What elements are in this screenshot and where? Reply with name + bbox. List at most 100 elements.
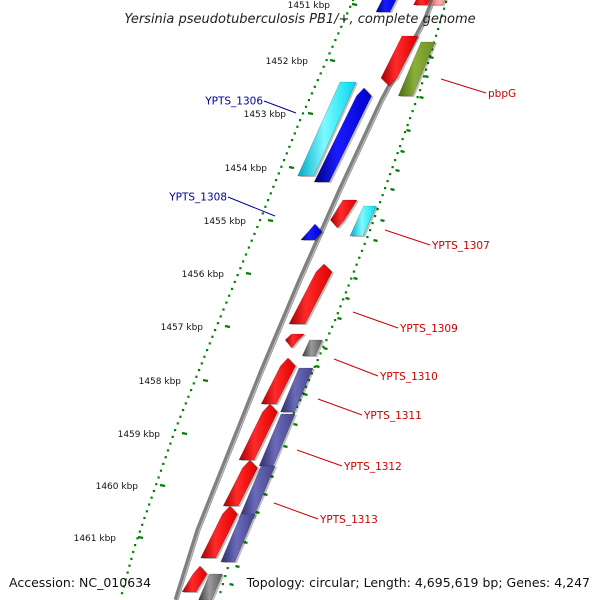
gene-feature-ypts-1307-red[interactable]	[330, 199, 358, 229]
connector-ypts-1313	[273, 502, 319, 520]
ruler-dot	[253, 232, 256, 235]
track-dot	[292, 412, 295, 415]
gene-feature-pbpg[interactable]	[397, 41, 436, 97]
ruler-dot	[280, 165, 283, 168]
gene-feature-top-blue[interactable]	[375, 0, 399, 13]
ruler-dot	[143, 516, 146, 520]
track-tick-mark	[424, 74, 429, 79]
track-tick-mark	[315, 364, 320, 369]
track-dot	[443, 7, 446, 10]
track-dot	[358, 256, 361, 259]
accession-text: Accession: NC_010634	[9, 575, 151, 590]
gene-feature-ypts-1307-cyan[interactable]	[349, 205, 377, 237]
track-dot	[221, 583, 224, 586]
ruler-dot	[225, 301, 228, 304]
ruler-dot	[187, 395, 190, 398]
track-dot	[224, 575, 227, 578]
ruler-dot	[230, 287, 234, 290]
ruler-dot	[352, 0, 355, 2]
ruler-dot	[145, 510, 148, 513]
ruler-dot	[136, 537, 139, 540]
ruler-dot	[349, 5, 352, 8]
gene-feature-purple-lower[interactable]	[220, 513, 256, 563]
track-dot	[369, 229, 372, 232]
ruler-dot	[288, 145, 291, 148]
ruler-dot	[307, 99, 310, 102]
gene-feature-ypts-1310[interactable]	[301, 339, 323, 357]
gene-label-ypts-1312[interactable]: YPTS_1312	[343, 461, 402, 473]
gene-label-ypts-1310[interactable]: YPTS_1310	[379, 371, 438, 383]
track-tick-mark	[283, 444, 288, 449]
track-tick-mark	[419, 95, 424, 100]
ruler-dot	[334, 39, 337, 42]
track-dot	[409, 117, 412, 120]
ruler-dot	[233, 280, 236, 284]
ruler-tick-label: 1452 kbp	[266, 57, 309, 67]
track-dot	[339, 305, 342, 308]
gene-feature-top-red[interactable]	[413, 0, 434, 6]
ruler-tick-label: 1455 kbp	[204, 217, 247, 227]
gene-feature-ypts-1311[interactable]	[280, 367, 314, 413]
track-dot	[295, 405, 298, 408]
track-dot	[352, 270, 355, 273]
gene-feature-red-lower[interactable]	[200, 505, 238, 559]
gene-feature-ypts-1308[interactable]	[300, 223, 323, 241]
gene-feature-ypts-1306-cyan[interactable]	[297, 81, 357, 177]
track-dot	[411, 110, 414, 113]
gene-feature-gray-bottom[interactable]	[198, 573, 223, 600]
connector-ypts-1311	[317, 398, 363, 416]
ruler-dot	[239, 267, 242, 270]
ruler-tick-mark	[267, 218, 274, 223]
gene-label-ypts-1308[interactable]: YPTS_1308	[168, 192, 227, 204]
ruler-dot	[192, 382, 195, 385]
gene-feature-ypts-1310-red[interactable]	[284, 333, 306, 349]
track-dot	[439, 21, 442, 24]
ruler-dot	[157, 476, 160, 479]
track-dot	[401, 138, 404, 141]
track-dot	[299, 399, 302, 402]
ruler-dot	[296, 125, 299, 128]
ruler-dot	[219, 315, 222, 318]
gene-feature-ypts-1313-red[interactable]	[222, 459, 258, 507]
ruler-dot	[150, 496, 153, 499]
track-dot	[350, 277, 353, 280]
gene-label-ypts-1313[interactable]: YPTS_1313	[319, 514, 378, 526]
ruler-dot	[236, 274, 239, 277]
gene-feature-ypts-1312-red[interactable]	[238, 403, 278, 461]
ruler-dot	[214, 329, 217, 332]
ruler-dot	[267, 199, 270, 202]
track-dot	[425, 68, 428, 71]
gene-label-ypts-1309[interactable]: YPTS_1309	[399, 323, 458, 335]
track-dot	[399, 145, 402, 148]
track-tick-mark	[373, 238, 378, 243]
track-dot	[421, 82, 424, 85]
gene-feature-ypts-1306-blue[interactable]	[313, 87, 372, 183]
track-dot	[334, 319, 337, 322]
track-tick-mark	[380, 218, 385, 223]
ruler-dot	[184, 402, 187, 405]
ruler-dot	[301, 112, 305, 115]
gene-label-pbpg[interactable]: pbpG	[488, 88, 516, 100]
ruler-dot	[283, 159, 286, 162]
gene-feature-red-bottom[interactable]	[181, 565, 208, 593]
gene-feature-red[interactable]	[380, 35, 419, 87]
gene-feature-top-pink[interactable]	[430, 0, 449, 6]
gene-feature-ypts-1309[interactable]	[288, 263, 333, 325]
gene-label-ypts-1306[interactable]: YPTS_1306	[204, 96, 263, 108]
track-dot	[307, 379, 310, 382]
ruler-dot	[138, 530, 141, 533]
map-title: Yersinia pseudotuberculosis PB1/+, compl…	[124, 12, 475, 27]
gene-label-ypts-1307[interactable]: YPTS_1307	[431, 240, 490, 252]
ruler-dot	[176, 422, 179, 425]
gene-label-ypts-1311[interactable]: YPTS_1311	[363, 410, 422, 422]
position-ruler	[120, 0, 355, 595]
ruler-dot	[130, 557, 133, 560]
track-dot	[396, 152, 399, 155]
ruler-dot	[304, 105, 308, 108]
ruler-dot	[259, 219, 262, 222]
gene-feature-ypts-1311-red[interactable]	[260, 357, 296, 405]
gene-features	[181, 0, 449, 600]
ruler-dot	[134, 544, 137, 547]
ruler-tick-label: 1457 kbp	[161, 323, 204, 333]
track-dot	[355, 263, 358, 266]
